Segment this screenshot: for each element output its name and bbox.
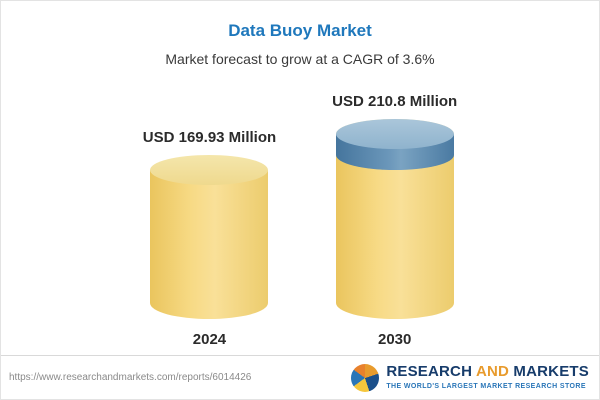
- brand-name-research: RESEARCH: [386, 363, 473, 381]
- brand-tagline: THE WORLD'S LARGEST MARKET RESEARCH STOR…: [386, 382, 586, 390]
- chart-plot-area: USD 169.93 Million 2024 USD 210.8 Millio…: [1, 79, 599, 354]
- category-label-2024: 2024: [192, 331, 227, 348]
- brand-name-markets: MARKETS: [513, 363, 589, 381]
- category-label-2030: 2030: [377, 331, 412, 348]
- page-title: Data Buoy Market: [228, 21, 372, 40]
- footer-bar: https://www.researchandmarkets.com/repor…: [1, 355, 599, 399]
- bar-series: USD 169.93 Million 2024 USD 210.8 Millio…: [1, 79, 599, 354]
- growth-segment-top-ellipse: [335, 119, 454, 149]
- bar-group-2024: USD 169.93 Million 2024: [143, 129, 276, 348]
- cylinder-top-ellipse: [150, 155, 269, 185]
- chart-header: Data Buoy Market Market forecast to grow…: [1, 1, 599, 67]
- source-url: https://www.researchandmarkets.com/repor…: [9, 372, 252, 383]
- brand-name-and: AND: [475, 363, 510, 381]
- brand-name: RESEARCH AND MARKETS: [386, 364, 589, 381]
- globe-icon: [351, 363, 380, 392]
- brand-logo: RESEARCH AND MARKETS THE WORLD'S LARGEST…: [351, 363, 589, 392]
- bar-cylinder-2030: [335, 119, 454, 319]
- bar-group-2030: USD 210.8 Million 2030: [332, 93, 457, 348]
- bar-cylinder-2024: [150, 155, 269, 319]
- chart-subtitle: Market forecast to grow at a CAGR of 3.6…: [165, 51, 435, 67]
- growth-segment-2030: [335, 119, 454, 170]
- brand-logo-text: RESEARCH AND MARKETS THE WORLD'S LARGEST…: [386, 364, 589, 390]
- value-label-2030: USD 210.8 Million: [332, 93, 458, 110]
- value-label-2024: USD 169.93 Million: [142, 129, 277, 146]
